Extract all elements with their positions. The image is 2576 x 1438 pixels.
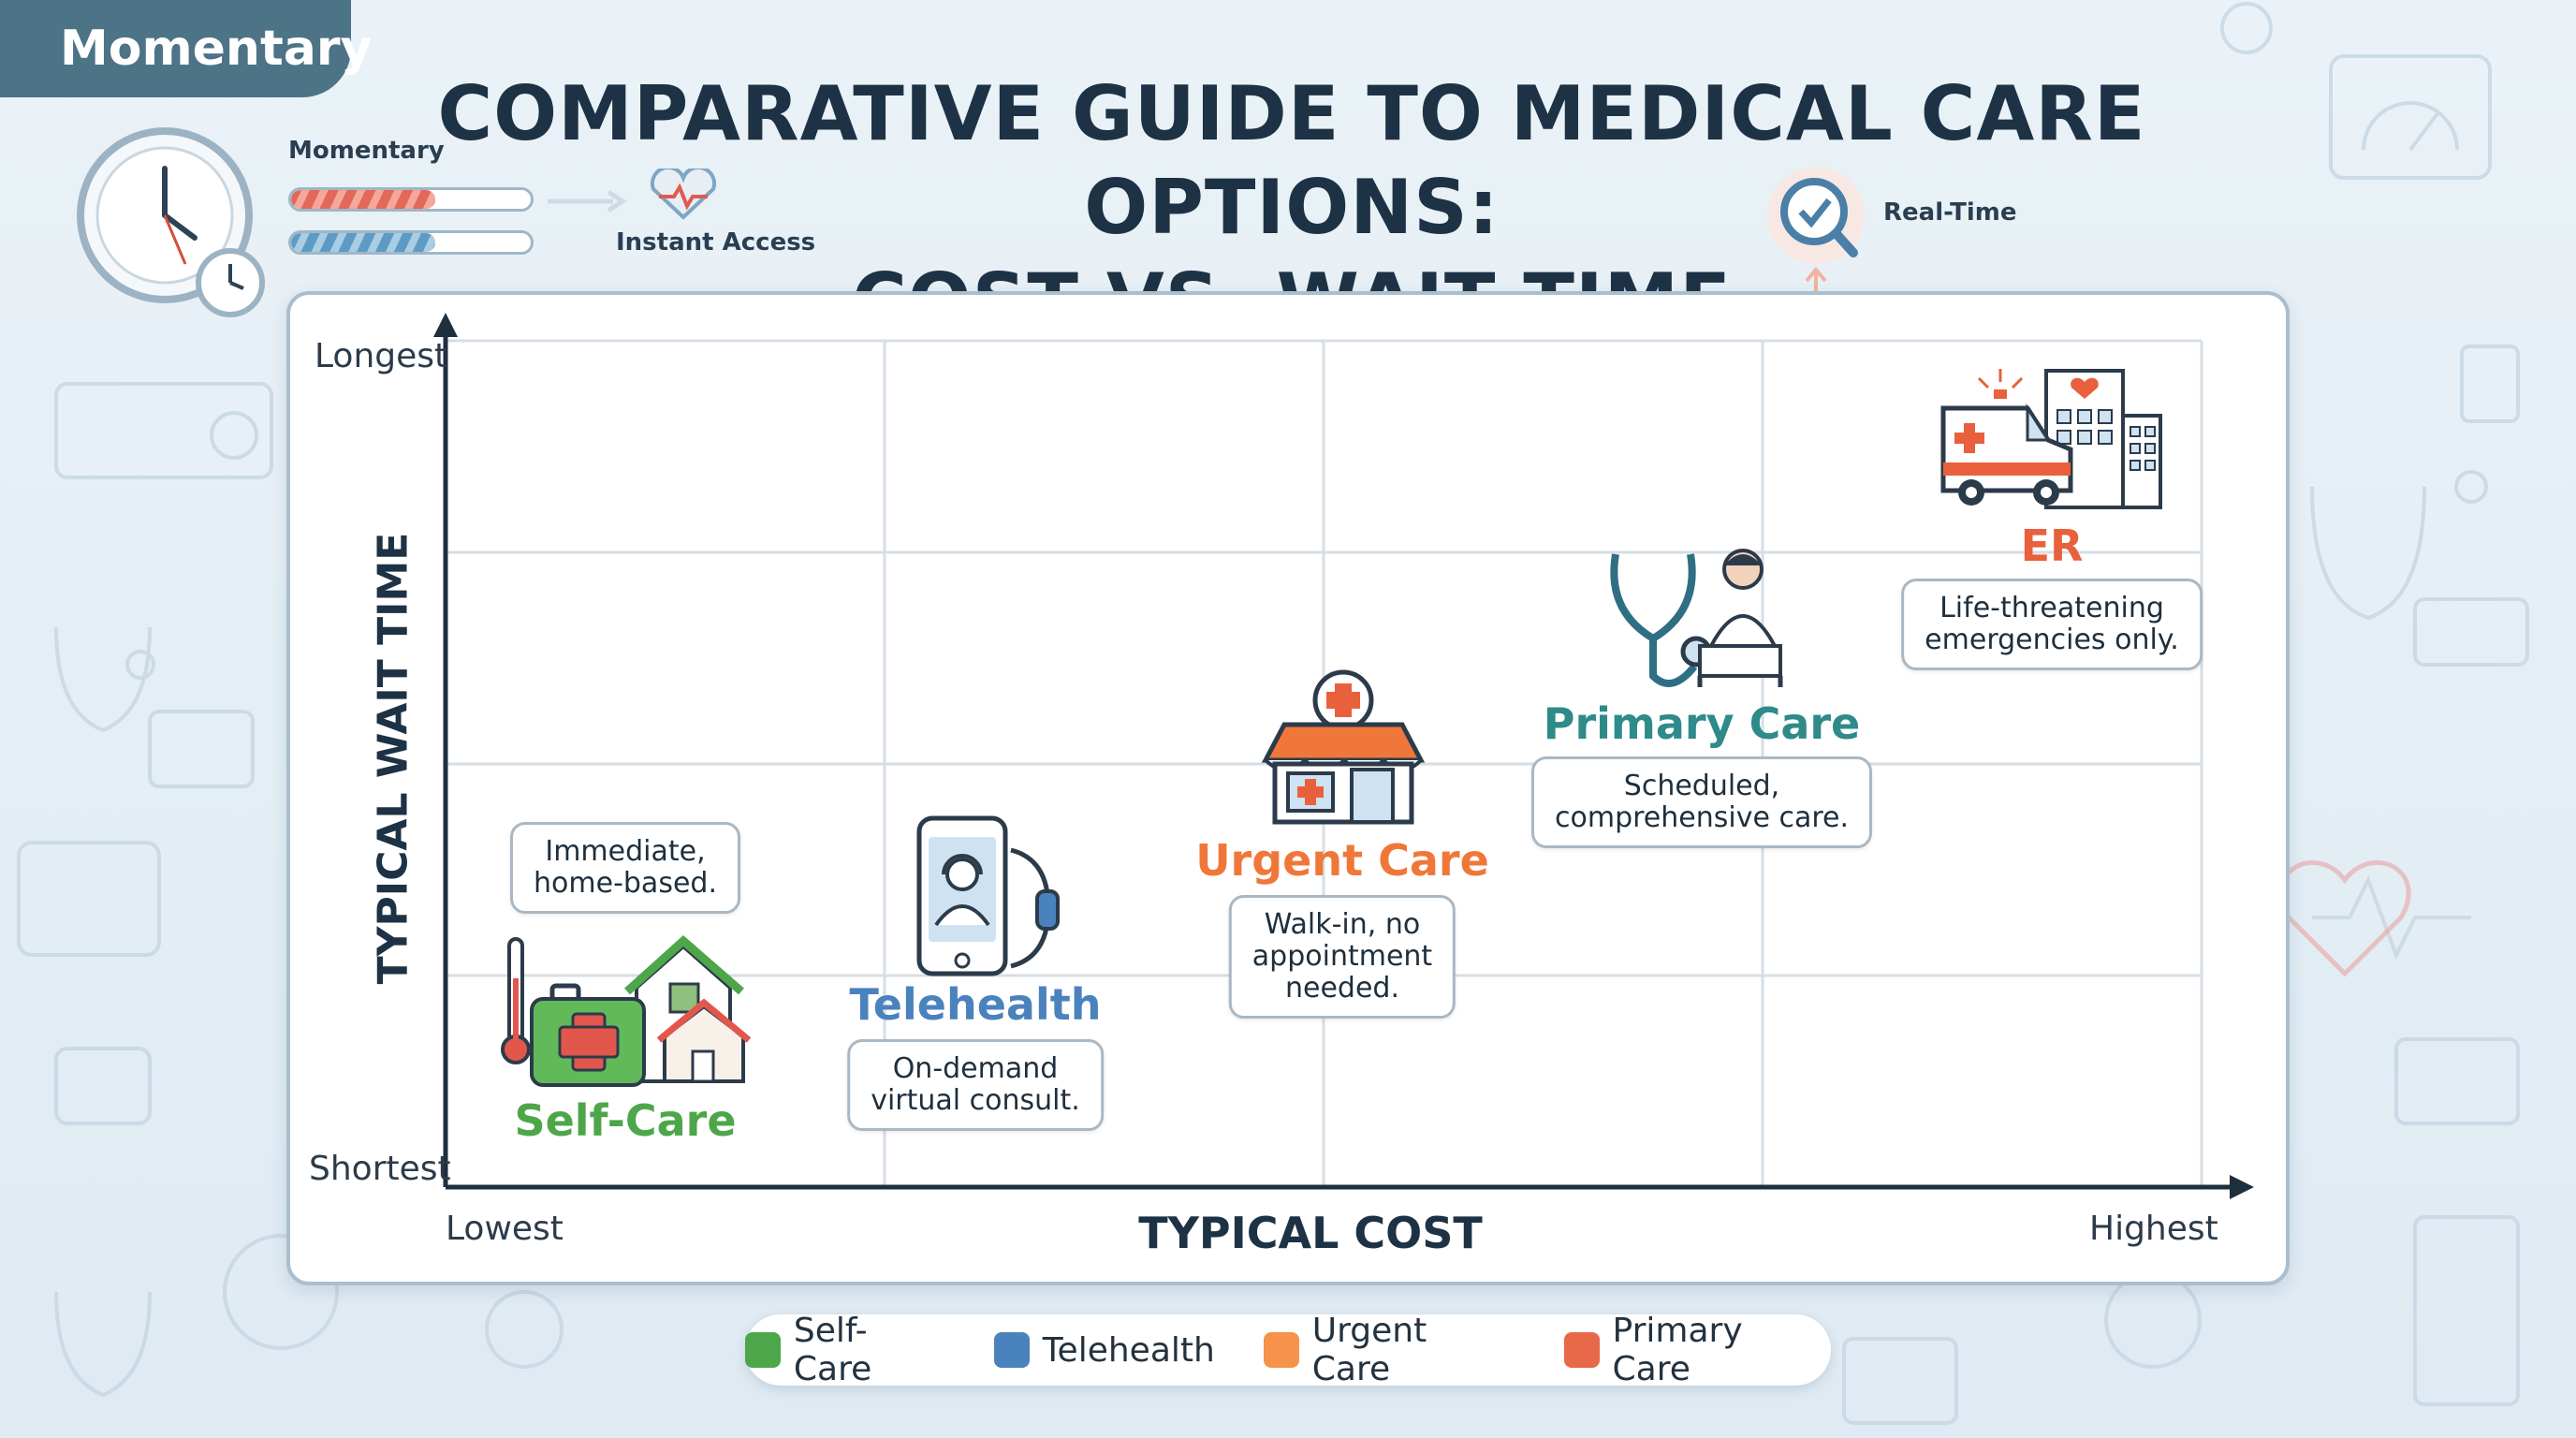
self-care-note: Immediate, home-based. (510, 822, 740, 914)
legend-label-primary-care: Primary Care (1612, 1312, 1743, 1388)
real-time-label: Real-Time (1883, 198, 2017, 227)
self-care-label: Self-Care (514, 1095, 737, 1146)
legend-item-primary-care: Primary Care (1563, 1312, 1831, 1388)
legend-item-telehealth: Telehealth (993, 1330, 1215, 1370)
realtime-search-icon (1767, 167, 1865, 300)
telehealth-phone-icon (916, 815, 1060, 976)
telehealth-note-line-2: virtual consult. (871, 1084, 1080, 1117)
legend-label-self-care: Self-Care (793, 1312, 872, 1388)
primary-care-note-line-2: comprehensive care. (1555, 801, 1849, 834)
er-note: Life-threatening emergencies only. (1901, 579, 2203, 670)
legend-swatch-urgent-care (1263, 1332, 1299, 1368)
y-axis-arrow (433, 313, 458, 337)
momentary-bar-red (288, 187, 534, 212)
legend: Self-Care Telehealth Urgent Care Primary… (745, 1312, 1831, 1388)
er-note-line-2: emergencies only. (1925, 624, 2179, 656)
y-tick-high: Longest (315, 337, 448, 375)
urgent-care-building-icon (1261, 669, 1426, 825)
legend-swatch-primary-care (1563, 1332, 1600, 1368)
momentary-label: Momentary (288, 137, 445, 165)
momentary-bar-blue (288, 230, 534, 255)
clock-icon (77, 127, 265, 317)
legend-label-urgent-care: Urgent Care (1311, 1312, 1427, 1388)
x-axis-label: TYPICAL COST (1138, 1208, 1483, 1258)
arrow-right-icon (548, 189, 627, 213)
primary-care-note-line-1: Scheduled, (1623, 770, 1780, 802)
x-tick-high: Highest (2089, 1210, 2218, 1248)
ambulance-hospital-icon (1940, 369, 2162, 509)
self-care-note-line-1: Immediate, (545, 835, 706, 868)
legend-item-urgent-care: Urgent Care (1263, 1312, 1515, 1388)
axis-layer (433, 313, 2254, 1199)
x-axis-arrow (2230, 1175, 2254, 1199)
y-tick-low: Shortest (309, 1150, 451, 1188)
legend-swatch-telehealth (993, 1332, 1030, 1368)
legend-swatch-self-care (745, 1332, 781, 1368)
heart-monitor-icon (650, 169, 717, 220)
telehealth-note: On-demand virtual consult. (847, 1039, 1104, 1131)
self-care-note-line-2: home-based. (534, 867, 717, 900)
telehealth-label: Telehealth (849, 979, 1102, 1030)
primary-care-note: Scheduled, comprehensive care. (1531, 756, 1872, 848)
title-line-1: COMPARATIVE GUIDE TO MEDICAL CARE OPTION… (437, 70, 2146, 251)
er-label: ER (2020, 521, 2084, 571)
primary-care-doctor-icon (1610, 549, 1783, 687)
x-tick-low: Lowest (446, 1210, 564, 1248)
telehealth-note-line-1: On-demand (892, 1052, 1059, 1085)
instant-access-label: Instant Access (616, 228, 816, 257)
legend-label-telehealth: Telehealth (1042, 1330, 1215, 1370)
urgent-care-label: Urgent Care (1195, 835, 1489, 886)
er-note-line-1: Life-threatening (1939, 592, 2164, 624)
urgent-care-note-line-2: appointment (1251, 940, 1433, 973)
urgent-care-note-line-1: Walk-in, no (1264, 908, 1421, 941)
momentary-tag: Momentary (0, 0, 372, 97)
urgent-care-note-line-3: needed. (1284, 972, 1399, 1005)
primary-care-label: Primary Care (1543, 698, 1861, 749)
urgent-care-note: Walk-in, no appointment needed. (1228, 895, 1456, 1019)
legend-item-self-care: Self-Care (745, 1312, 945, 1388)
first-aid-kit-house-icon (501, 934, 752, 1087)
y-axis-label: TYPICAL WAIT TIME (369, 532, 417, 985)
